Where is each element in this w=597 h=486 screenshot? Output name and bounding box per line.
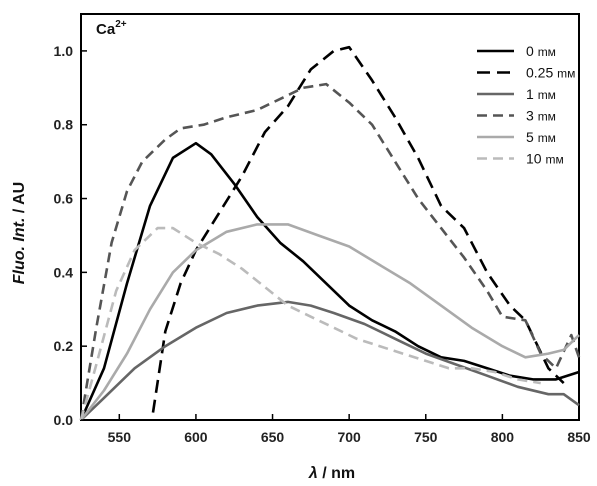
series-line-2 bbox=[80, 300, 580, 421]
y-tick-label: 0.4 bbox=[54, 264, 74, 280]
plot-frame bbox=[80, 13, 580, 421]
axes-layer: 550 600 650 700 750 800 850 0.0 0.2 0.4 0.6 0.8 1.0 bbox=[54, 43, 591, 445]
series-line-5 bbox=[79, 226, 541, 421]
legend-unit: mм bbox=[557, 67, 575, 81]
legend-value: 10 bbox=[526, 151, 545, 167]
y-axis-title-italic: Fluo. Int. bbox=[11, 218, 28, 285]
series-layer bbox=[79, 45, 581, 421]
x-tick-label: 750 bbox=[414, 429, 438, 445]
y-axis-title-rest: / AU bbox=[11, 182, 28, 218]
legend-value: 0.25 bbox=[526, 65, 557, 81]
legend-label-2: 1 mм bbox=[526, 86, 556, 102]
y-axis-title: Fluo. Int. / AU bbox=[11, 182, 28, 285]
plot-area bbox=[80, 13, 580, 421]
y-tick-label: 0.8 bbox=[54, 117, 74, 133]
series-line-4 bbox=[79, 223, 580, 421]
x-axis-title-italic: λ bbox=[308, 465, 318, 482]
legend-label-1: 0.25 mм bbox=[526, 65, 575, 81]
x-axis-title: λ / nm bbox=[308, 465, 355, 482]
legend-unit: mм bbox=[538, 110, 556, 124]
x-tick-label: 600 bbox=[184, 429, 208, 445]
legend-unit: mм bbox=[538, 45, 556, 59]
x-tick-label: 550 bbox=[108, 429, 132, 445]
ion-annotation: Ca2+ bbox=[96, 19, 127, 38]
legend-label-0: 0 mм bbox=[526, 43, 556, 59]
legend-label-3: 3 mм bbox=[526, 108, 556, 124]
legend-value: 1 bbox=[526, 86, 538, 102]
x-axis-title-rest: / nm bbox=[318, 465, 355, 482]
legend-label-4: 5 mм bbox=[526, 129, 556, 145]
x-tick-label: 850 bbox=[567, 429, 591, 445]
y-tick-label: 1.0 bbox=[54, 43, 74, 59]
y-tick-label: 0.0 bbox=[54, 412, 74, 428]
x-tick-label: 650 bbox=[261, 429, 285, 445]
legend-value: 0 bbox=[526, 43, 538, 59]
legend-unit: mм bbox=[538, 131, 556, 145]
series-line-0 bbox=[79, 141, 580, 421]
legend-label-5: 10 mм bbox=[526, 151, 564, 167]
legend-unit: mм bbox=[545, 153, 563, 167]
series-line-3 bbox=[79, 82, 581, 421]
series-line-1 bbox=[151, 45, 565, 413]
y-tick-label: 0.2 bbox=[54, 338, 74, 354]
ion-annotation-text: Ca bbox=[96, 21, 116, 38]
legend-value: 5 bbox=[526, 129, 538, 145]
x-tick-label: 800 bbox=[491, 429, 515, 445]
x-tick-label: 700 bbox=[337, 429, 361, 445]
y-tick-label: 0.6 bbox=[54, 191, 74, 207]
ion-annotation-sup: 2+ bbox=[115, 19, 127, 30]
legend-unit: mм bbox=[538, 88, 556, 102]
legend-value: 3 bbox=[526, 108, 538, 124]
